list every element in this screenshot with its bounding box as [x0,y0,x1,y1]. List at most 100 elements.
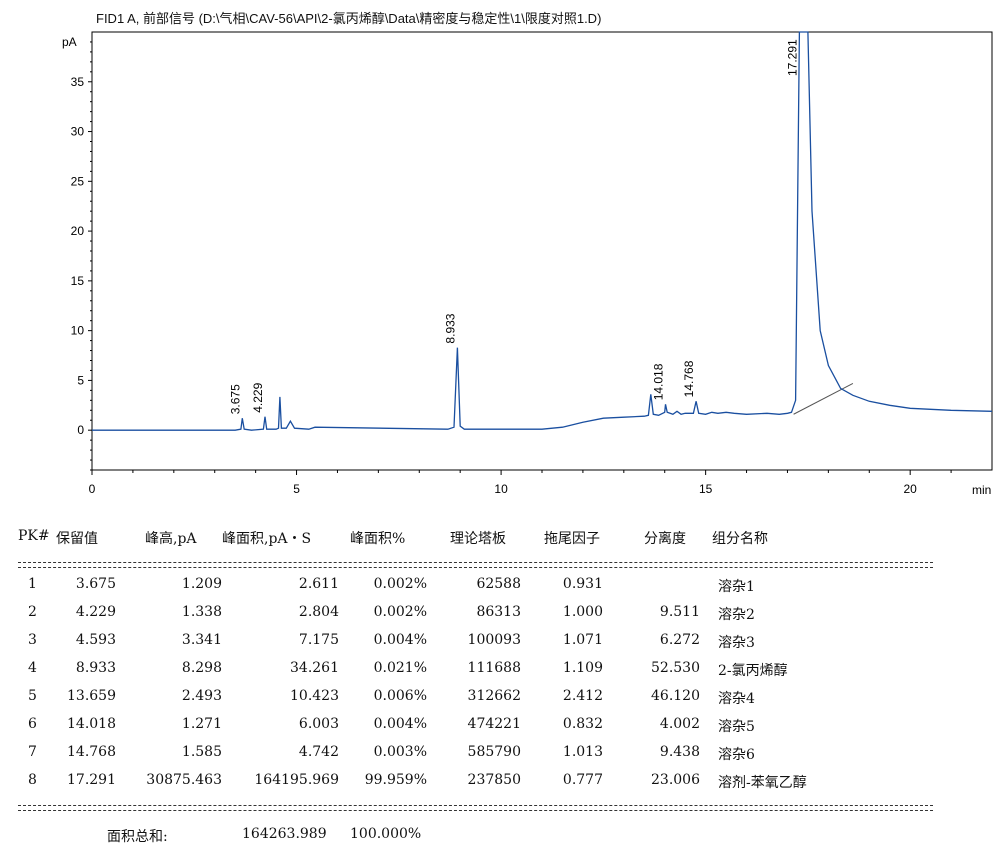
cell-area-pct: 0.006% [373,688,427,704]
peak-label: 14.768 [682,360,696,397]
y-tick-label: 10 [71,324,85,338]
chart-title: FID1 A, 前部信号 (D:\气相\CAV-56\API\2-氯丙烯醇\Da… [96,11,602,26]
chromatogram-chart: 0 5 10 15 20 25 30 35 0 5 10 15 20 3.675 4.229 8.933 14… [62,31,993,497]
cell-height: 1.585 [181,744,222,760]
peak-labels: 3.675 4.229 8.933 14.018 14.768 17.291 [228,39,799,414]
y-tick-label: 25 [71,174,85,188]
table-row: 7 14.768 1.585 4.742 0.003% 585790 1.013 9.438 溶… [0,744,1000,770]
table-row: 6 14.018 1.271 6.003 0.004% 474221 0.832 4.002 溶… [0,716,1000,742]
cell-plates: 237850 [467,772,521,788]
cell-plates: 312662 [467,688,521,704]
total-area: 164263.989 [242,826,327,842]
x-tick-label: 10 [494,482,508,496]
cell-area: 4.742 [298,744,339,760]
cell-area-pct: 0.004% [373,716,427,732]
cell-resolution: 23.006 [651,772,700,788]
cell-rt: 4.593 [75,632,116,648]
cell-rt: 3.675 [75,576,116,592]
cell-resolution: 9.438 [659,744,700,760]
results-table: PK# 保留值 峰高,pA 峰面积,pA・S 峰面积% 理论塔板 拖尾因子 分离… [0,520,1000,852]
peak-label: 4.229 [251,382,265,412]
total-area-pct: 100.000% [350,826,422,842]
cell-plates: 86313 [476,604,521,620]
cell-name: 溶杂1 [718,579,755,595]
header-pk: PK# [18,528,50,544]
cell-area-pct: 0.021% [373,660,427,676]
cell-area-pct: 0.003% [373,744,427,760]
peak-label: 8.933 [443,313,457,343]
cell-plates: 62588 [476,576,521,592]
trace-layer [92,31,993,431]
cell-height: 3.341 [181,632,222,648]
cell-height: 2.493 [181,688,222,704]
x-tick-label: 0 [89,482,96,496]
cell-rt: 4.229 [75,604,116,620]
y-tick-label: 35 [71,75,85,89]
cell-resolution: 52.530 [651,660,700,676]
cell-pk: 2 [28,604,37,620]
peak-label: 17.291 [785,39,799,76]
header-name: 组分名称 [712,531,768,547]
cell-area: 10.423 [290,688,339,704]
cell-rt: 14.018 [67,716,116,732]
cell-name: 2-氯丙烯醇 [718,663,788,679]
cell-area-pct: 0.002% [373,604,427,620]
cell-pk: 3 [28,632,37,648]
cell-area: 34.261 [290,660,339,676]
cell-tailing: 2.412 [562,688,603,704]
cell-area: 2.804 [298,604,339,620]
cell-rt: 8.933 [75,660,116,676]
cell-resolution: 9.511 [659,604,700,620]
axis-ticks: 0 5 10 15 20 25 30 35 0 5 10 15 20 [71,41,952,496]
cell-name: 溶剂-苯氧乙醇 [718,775,807,791]
cell-height: 1.209 [181,576,222,592]
cell-height: 8.298 [181,660,222,676]
cell-tailing: 0.931 [562,576,603,592]
header-height: 峰高,pA [145,531,197,547]
peak-label: 3.675 [228,384,242,414]
header-rt: 保留值 [56,531,98,547]
cell-tailing: 1.071 [562,632,603,648]
cell-area: 164195.969 [254,772,339,788]
y-tick-label: 20 [71,224,85,238]
table-row: 1 3.675 1.209 2.611 0.002% 62588 0.931 溶杂1 [0,576,1000,602]
cell-rt: 17.291 [67,772,116,788]
total-label: 面积总和: [107,829,168,845]
header-area-pct: 峰面积% [350,531,406,547]
table-row: 8 17.291 30875.463 164195.969 99.959% 237850 0… [0,772,1000,798]
cell-height: 1.338 [181,604,222,620]
y-tick-label: 15 [71,274,85,288]
cell-tailing: 0.777 [562,772,603,788]
table-bottom-rule [18,805,933,811]
header-plates: 理论塔板 [450,531,506,547]
y-axis-label: pA [62,35,77,49]
header-area: 峰面积,pA・S [222,531,312,547]
cell-area-pct: 0.004% [373,632,427,648]
baseline-segments [793,382,854,415]
cell-area: 6.003 [298,716,339,732]
cell-tailing: 1.013 [562,744,603,760]
header-tailing: 拖尾因子 [544,531,600,547]
cell-tailing: 0.832 [562,716,603,732]
y-tick-label: 0 [77,423,84,437]
cell-name: 溶杂4 [718,691,755,707]
table-row: 3 4.593 3.341 7.175 0.004% 100093 1.071 6.272 溶杂… [0,632,1000,658]
cell-pk: 8 [28,772,37,788]
cell-plates: 111688 [467,660,521,676]
cell-pk: 5 [28,688,37,704]
cell-tailing: 1.109 [562,660,603,676]
y-tick-label: 30 [71,125,85,139]
cell-area: 2.611 [298,576,339,592]
cell-pk: 4 [28,660,37,676]
cell-area: 7.175 [298,632,339,648]
chromatogram-trace [92,31,993,431]
x-axis-label: min [972,483,991,497]
cell-pk: 6 [28,716,37,732]
cell-name: 溶杂6 [718,747,755,763]
cell-name: 溶杂3 [718,635,755,651]
cell-resolution: 4.002 [659,716,700,732]
cell-pk: 7 [28,744,37,760]
cell-height: 1.271 [181,716,222,732]
cell-plates: 100093 [467,632,521,648]
table-row: 4 8.933 8.298 34.261 0.021% 111688 1.109 52.530… [0,660,1000,686]
